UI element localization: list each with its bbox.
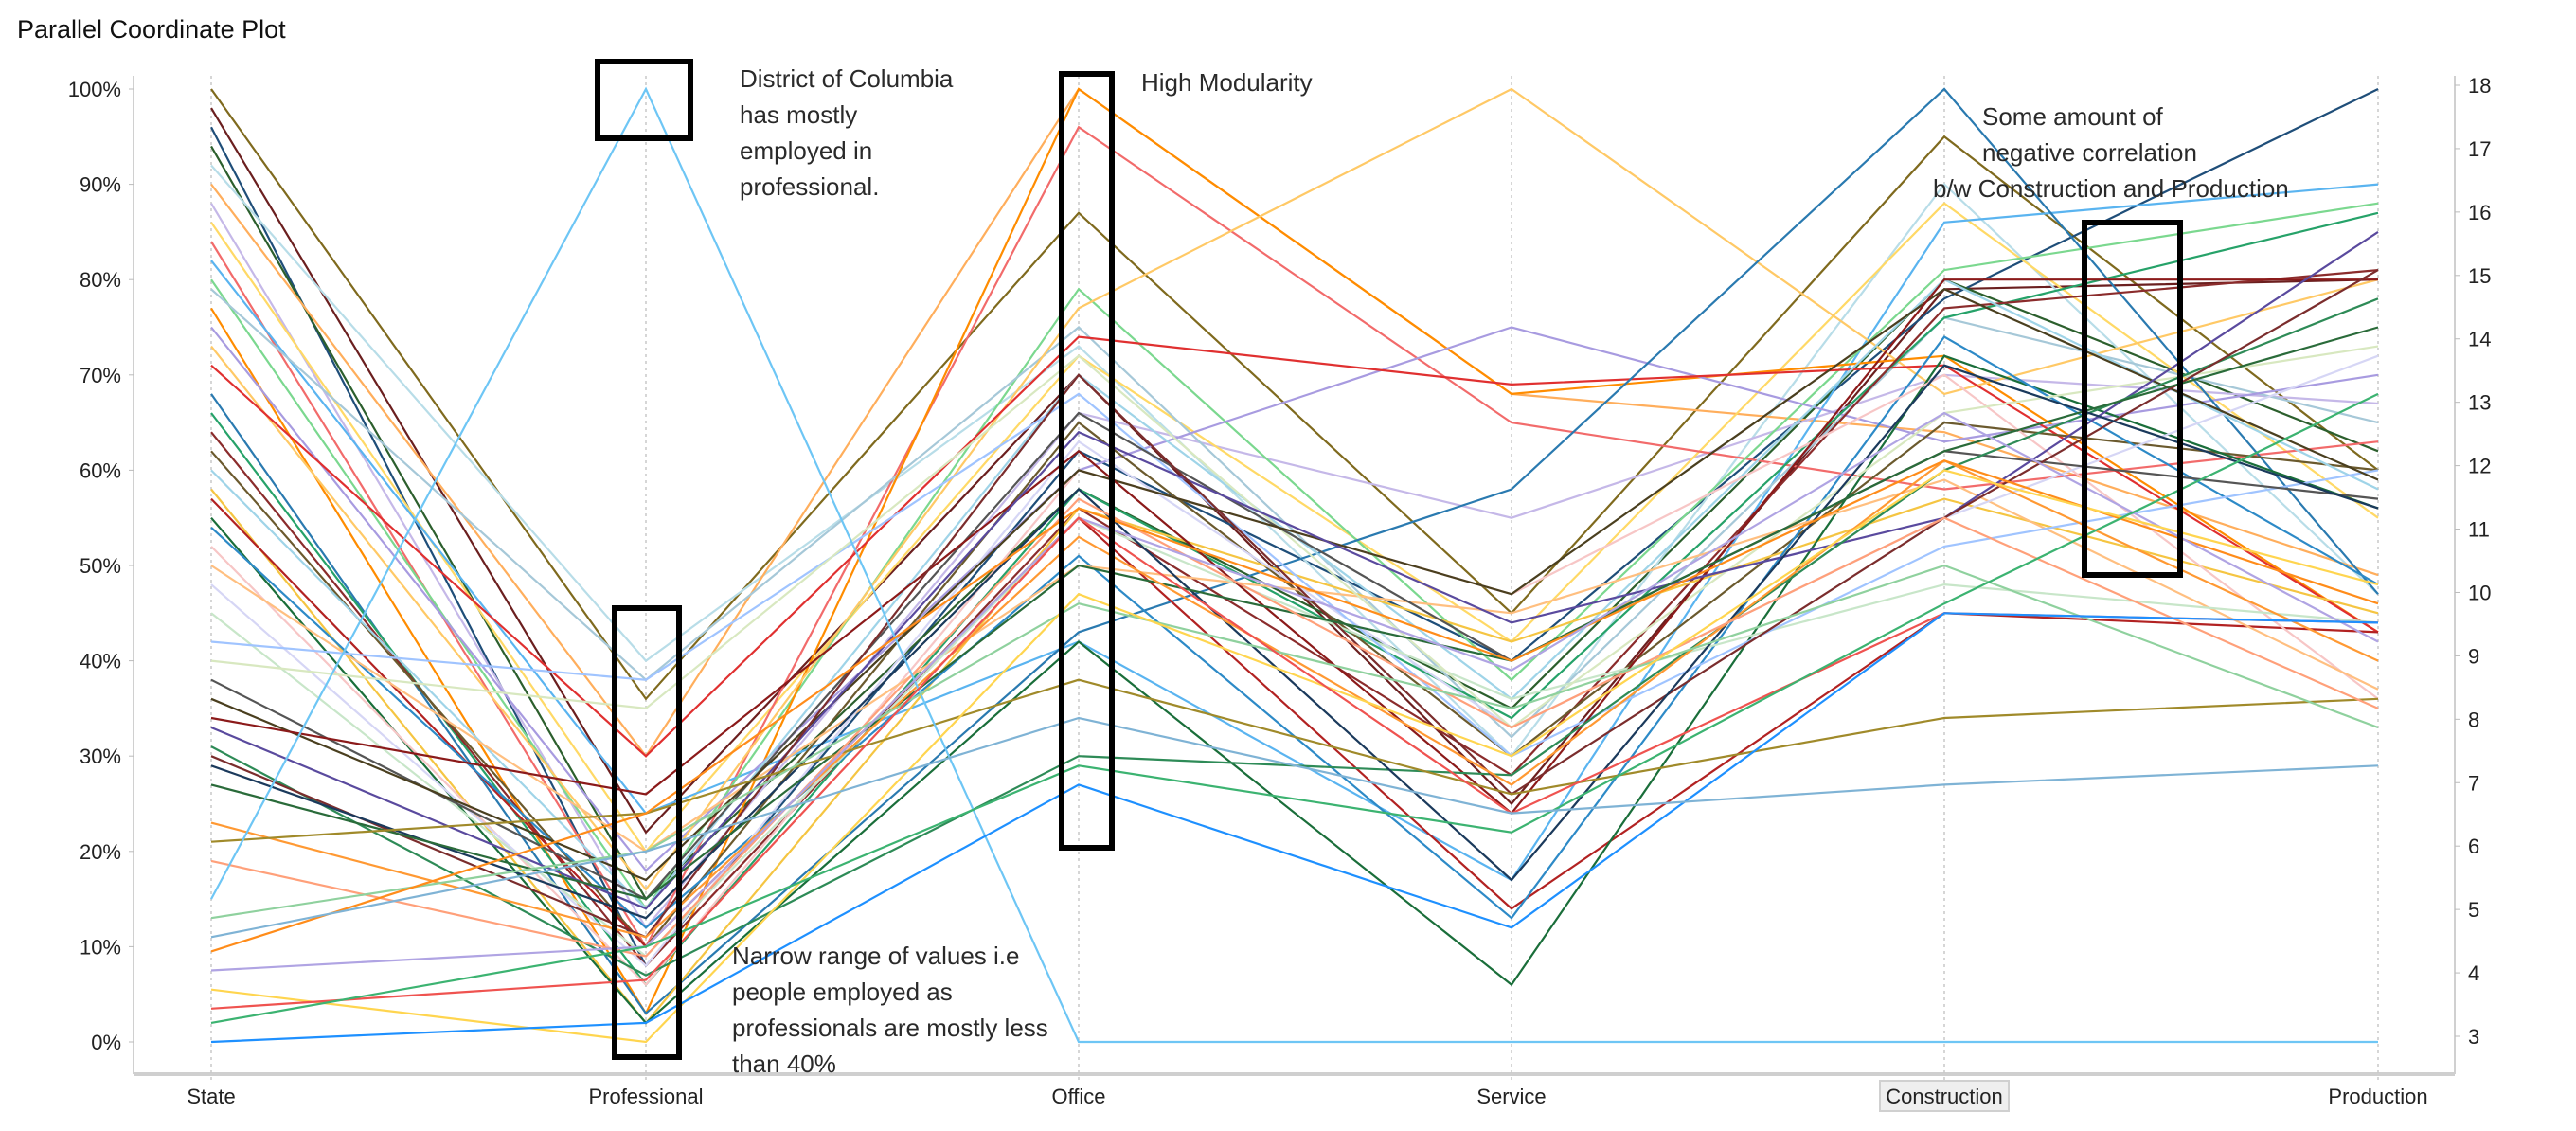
series-line-34[interactable] — [210, 230, 2379, 910]
series-line-44[interactable] — [210, 459, 2379, 953]
series-lines — [210, 86, 2379, 1044]
series-line-23[interactable] — [210, 354, 2379, 1025]
left-tick-label: 90% — [80, 173, 121, 197]
chart-title: Parallel Coordinate Plot — [17, 15, 286, 44]
right-tick-label: 9 — [2468, 644, 2479, 668]
axis-label-professional[interactable]: Professional — [588, 1085, 703, 1108]
right-tick-label: 12 — [2468, 455, 2491, 478]
left-tick-label: 70% — [80, 364, 121, 387]
left-tick-label: 80% — [80, 268, 121, 292]
highlight-box-2 — [1059, 71, 1115, 851]
series-line-41[interactable] — [210, 497, 2379, 958]
annotation-line: b/w Construction and Production — [1933, 174, 2289, 203]
left-tick-label: 10% — [80, 935, 121, 959]
annotation-line: High Modularity — [1141, 68, 1313, 97]
series-line-25[interactable] — [210, 373, 2379, 987]
series-line-7[interactable] — [210, 202, 2379, 853]
series-line-26[interactable] — [210, 478, 2379, 853]
axis-label-state[interactable]: State — [187, 1085, 235, 1108]
axis-label-construction[interactable]: Construction — [1886, 1085, 2003, 1108]
left-tick-label: 30% — [80, 745, 121, 768]
series-line-32[interactable] — [210, 288, 2379, 882]
series-line-15[interactable] — [210, 335, 2379, 758]
right-tick-label: 4 — [2468, 961, 2479, 985]
series-line-33[interactable] — [210, 278, 2378, 816]
series-line-6[interactable] — [210, 203, 2379, 930]
series-line-50[interactable] — [210, 716, 2379, 939]
highlight-box-0 — [595, 59, 693, 141]
series-line-40[interactable] — [210, 678, 2379, 843]
annotation-1: High Modularity — [1141, 68, 1313, 97]
left-tick-label: 20% — [80, 840, 121, 864]
series-line-39[interactable] — [210, 459, 2379, 939]
series-line-42[interactable] — [210, 86, 2378, 1044]
right-tick-label: 8 — [2468, 708, 2479, 731]
axis-label-office[interactable]: Office — [1051, 1085, 1105, 1108]
right-tick-label: 13 — [2468, 391, 2491, 415]
series-line-14[interactable] — [210, 87, 2379, 891]
series-line-47[interactable] — [210, 516, 2379, 1010]
annotation-line: professionals are mostly less — [732, 1014, 1048, 1042]
right-tick-label: 7 — [2468, 771, 2479, 795]
series-line-8[interactable] — [210, 125, 2379, 949]
series-line-16[interactable] — [210, 87, 2379, 1015]
series-line-17[interactable] — [210, 211, 2379, 987]
annotation-2: Some amount of negative correlation b/w Co… — [1933, 102, 2289, 203]
annotation-line: professional. — [740, 172, 879, 201]
series-line-2[interactable] — [210, 88, 2379, 968]
annotation-line: people employed as — [732, 978, 953, 1006]
series-line-9[interactable] — [210, 183, 2379, 882]
right-tick-label: 6 — [2468, 835, 2479, 858]
left-tick-label: 40% — [80, 650, 121, 673]
series-line-22[interactable] — [210, 497, 2379, 948]
series-line-4[interactable] — [210, 164, 2379, 758]
right-tick-label: 5 — [2468, 898, 2479, 922]
series-line-48[interactable] — [210, 392, 2379, 1024]
annotation-line: District of Columbia — [740, 64, 954, 93]
right-tick-label: 10 — [2468, 581, 2491, 604]
annotation-line: has mostly — [740, 100, 857, 129]
annotation-line: than 40% — [732, 1050, 836, 1078]
annotation-line: negative correlation — [1982, 138, 2197, 167]
series-line-3[interactable] — [210, 145, 2379, 901]
right-tick-label: 11 — [2468, 518, 2490, 542]
series-line-28[interactable] — [210, 516, 2379, 958]
annotation-3: Narrow range of values i.e people employe… — [732, 942, 1048, 1078]
series-line-29[interactable] — [210, 392, 2379, 758]
highlight-box-1 — [612, 605, 682, 1060]
series-line-49[interactable] — [210, 612, 2379, 1044]
series-line-0[interactable] — [210, 88, 2379, 701]
right-tick-label: 16 — [2468, 201, 2491, 224]
annotation-0: District of Columbia has mostly employed i… — [740, 64, 954, 201]
series-line-46[interactable] — [210, 469, 2379, 1044]
right-tick-label: 18 — [2468, 74, 2491, 98]
left-tick-label: 60% — [80, 458, 121, 482]
left-tick-label: 50% — [80, 554, 121, 578]
series-line-45[interactable] — [210, 411, 2379, 972]
left-tick-label: 100% — [68, 78, 121, 101]
annotation-line: Some amount of — [1982, 102, 2164, 131]
series-line-37[interactable] — [210, 364, 2379, 920]
annotation-line: Narrow range of values i.e — [732, 942, 1019, 970]
series-line-43[interactable] — [210, 564, 2379, 920]
highlight-box-3 — [2082, 220, 2183, 578]
series-line-18[interactable] — [210, 269, 2379, 968]
axis-label-production[interactable]: Production — [2328, 1085, 2427, 1108]
annotation-line: employed in — [740, 136, 872, 165]
right-tick-label: 15 — [2468, 264, 2491, 288]
right-tick-label: 3 — [2468, 1025, 2479, 1049]
right-tick-label: 17 — [2468, 137, 2491, 161]
left-tick-label: 0% — [91, 1031, 121, 1054]
right-tick-label: 14 — [2468, 328, 2491, 351]
highlighted-axis-box[interactable] — [1879, 1080, 2010, 1112]
series-line-30[interactable] — [210, 345, 2379, 729]
axis-label-service[interactable]: Service — [1476, 1085, 1546, 1108]
